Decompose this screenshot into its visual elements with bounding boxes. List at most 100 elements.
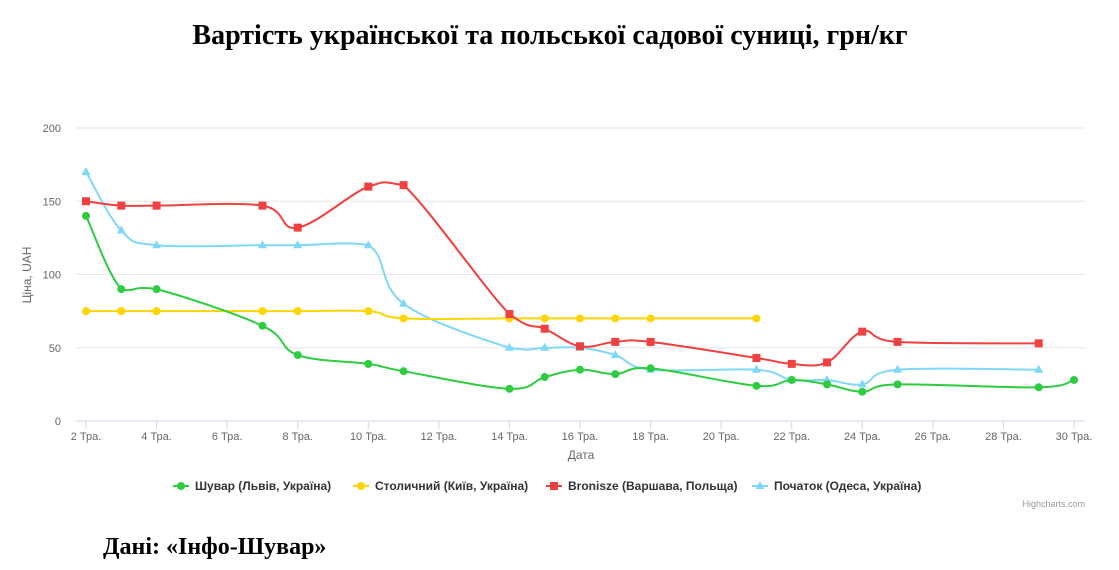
data-point-2-11[interactable] [399,181,408,190]
data-point-0-4[interactable] [152,285,161,294]
x-tick-label: 20 Тра. [703,431,740,443]
legend: Шувар (Львів, Україна) Столичний (Київ, У… [173,479,921,493]
data-point-2-22[interactable] [787,359,796,368]
series-line-0[interactable] [85,215,1075,393]
data-point-1-4[interactable] [152,307,161,316]
legend-label-2[interactable]: Bronisze (Варшава, Польща) [568,479,738,493]
data-point-3-14[interactable] [504,342,514,351]
x-tick-label: 14 Тра. [491,431,528,443]
data-point-2-3[interactable] [117,201,126,210]
x-tick-label: 28 Тра. [985,431,1022,443]
y-axis-ticks: 0 50 100 150 200 [43,123,61,428]
data-point-3-8[interactable] [293,240,303,249]
data-point-0-29[interactable] [1034,383,1043,392]
data-point-2-10[interactable] [364,182,373,191]
data-point-1-8[interactable] [293,307,302,316]
data-point-1-18[interactable] [646,314,655,323]
x-tick-label: 4 Тра. [141,431,172,443]
legend-symbol-1[interactable] [357,482,365,490]
legend-item-2[interactable]: Bronisze (Варшава, Польща) [546,479,738,493]
series-group-0 [82,211,1078,396]
legend-item-0[interactable]: Шувар (Львів, Україна) [173,479,331,493]
data-point-3-2[interactable] [81,166,91,175]
data-point-0-25[interactable] [893,380,902,389]
data-point-2-15[interactable] [540,324,549,333]
data-point-1-17[interactable] [611,314,620,323]
data-point-3-11[interactable] [399,298,409,307]
x-tick-label: 24 Тра. [844,431,881,443]
series-group-2 [82,181,1043,368]
data-point-2-23[interactable] [823,358,831,367]
legend-label-1[interactable]: Столичний (Київ, Україна) [375,479,528,493]
data-point-0-10[interactable] [364,359,373,368]
data-point-3-25[interactable] [893,364,903,373]
data-point-3-7[interactable] [257,240,267,249]
data-point-3-23[interactable] [822,374,832,383]
x-tick-label: 30 Тра. [1056,431,1093,443]
data-point-2-7[interactable] [258,201,267,210]
data-point-1-10[interactable] [364,307,373,316]
data-point-0-17[interactable] [611,370,620,379]
data-point-0-7[interactable] [258,321,267,330]
data-point-0-21[interactable] [752,381,761,390]
data-point-1-21[interactable] [752,314,761,323]
data-point-3-10[interactable] [363,240,373,249]
data-point-0-24[interactable] [858,387,867,396]
x-axis-title: Дата [568,448,595,462]
data-point-1-7[interactable] [258,307,267,316]
legend-label-3[interactable]: Початок (Одеса, Україна) [774,479,921,493]
data-point-0-3[interactable] [117,285,126,294]
data-point-2-4[interactable] [152,201,161,210]
data-point-3-21[interactable] [751,364,761,373]
data-point-1-11[interactable] [399,314,408,323]
data-point-0-11[interactable] [399,367,408,376]
data-point-2-29[interactable] [1034,339,1043,348]
data-point-2-8[interactable] [293,223,302,232]
data-point-2-24[interactable] [858,327,867,336]
legend-symbol-0[interactable] [177,482,185,490]
data-point-2-17[interactable] [611,337,620,346]
x-tick-label: 8 Тра. [282,431,313,443]
data-point-3-24[interactable] [857,379,867,388]
data-point-0-23[interactable] [823,380,831,389]
data-point-0-16[interactable] [576,365,584,374]
source-note: Дані: «Інфо-Шувар» [103,534,327,560]
y-tick-label-0: 0 [55,416,61,428]
data-point-0-22[interactable] [787,375,796,384]
x-tick-label: 2 Тра. [71,431,102,443]
data-point-3-4[interactable] [152,240,162,249]
y-axis-title: Ціна, UAH [20,247,34,304]
chart-credit[interactable]: Highcharts.com [1022,499,1085,509]
legend-item-1[interactable]: Столичний (Київ, Україна) [353,479,528,493]
data-point-0-30[interactable] [1070,375,1078,384]
x-tick-label: 18 Тра. [632,431,669,443]
data-point-1-15[interactable] [540,314,549,323]
x-tick-label: 12 Тра. [421,431,458,443]
chart-title: Вартість української та польської садово… [192,20,908,51]
legend-item-3[interactable]: Початок (Одеса, Україна) [752,479,921,493]
data-point-0-8[interactable] [293,351,302,360]
data-point-2-21[interactable] [752,354,761,363]
data-point-1-3[interactable] [117,307,126,316]
data-point-3-29[interactable] [1034,364,1044,373]
data-point-0-15[interactable] [540,373,549,382]
legend-label-0[interactable]: Шувар (Львів, Україна) [195,479,331,493]
legend-symbol-2[interactable] [550,482,558,490]
data-point-0-14[interactable] [505,384,514,393]
data-point-0-18[interactable] [646,364,655,373]
data-point-1-16[interactable] [576,314,584,323]
data-point-3-3[interactable] [116,225,126,234]
data-point-2-16[interactable] [576,342,584,351]
data-point-2-14[interactable] [505,310,514,319]
data-point-2-2[interactable] [82,197,90,206]
data-point-2-25[interactable] [893,337,902,346]
data-point-3-15[interactable] [540,342,550,351]
legend-symbol-3[interactable] [755,481,765,489]
data-point-1-2[interactable] [82,307,90,316]
data-point-3-17[interactable] [610,350,620,359]
data-point-0-2[interactable] [82,211,90,220]
x-tick-label: 6 Тра. [212,431,243,443]
data-point-2-18[interactable] [646,337,655,346]
series-line-2[interactable] [85,181,1039,367]
series-line-3[interactable] [85,171,1039,386]
